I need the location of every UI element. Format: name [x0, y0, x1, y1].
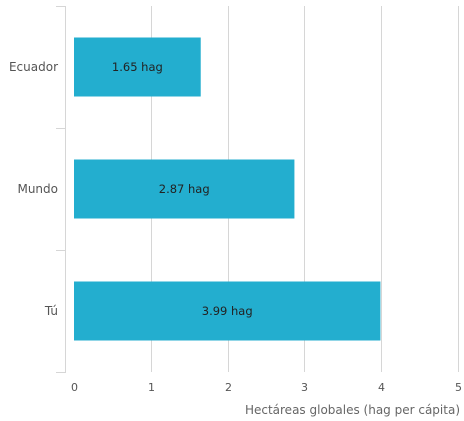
x-tick-label: 5 [455, 381, 462, 394]
x-axis-title: Hectáreas globales (hag per cápita) [245, 403, 460, 417]
labels: 0 1 2 3 4 5 Ecuador 1.65 hag Mundo 2.87 hag Tú 3.99… [9, 60, 462, 394]
data-label: 3.99 hag [202, 304, 253, 318]
x-tick-label: 2 [225, 381, 232, 394]
x-tick-label: 1 [148, 381, 155, 394]
data-label: 2.87 hag [159, 182, 210, 196]
bar-tú [74, 281, 381, 341]
bar-ecuador [74, 37, 201, 97]
category-label: Mundo [17, 182, 58, 196]
data-label: 1.65 hag [112, 60, 163, 74]
category-label: Ecuador [9, 60, 58, 74]
x-tick-label: 4 [378, 381, 385, 394]
bars [74, 37, 381, 341]
x-tick-label: 3 [301, 381, 308, 394]
axes [56, 6, 66, 373]
x-tick-label: 0 [71, 381, 78, 394]
category-label: Tú [44, 304, 58, 318]
bar-mundo [74, 159, 295, 219]
